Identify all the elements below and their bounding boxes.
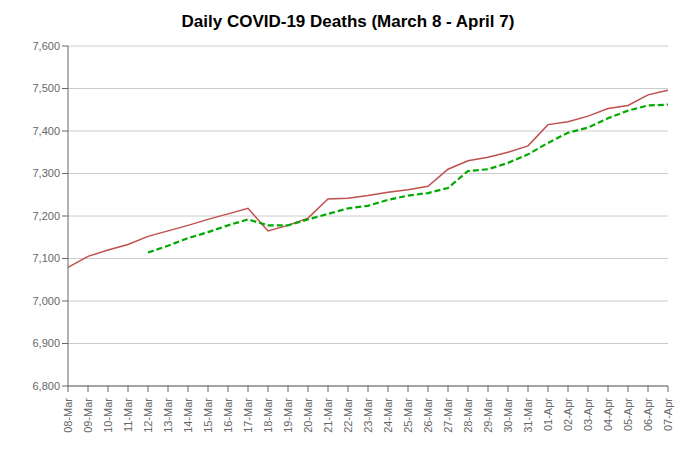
html-text:Daily COVID-19 Deaths (March 8: Daily COVID-19 Deaths (March 8 - April 7… [181, 12, 515, 31]
svg-text:10-Mar: 10-Mar [102, 398, 114, 433]
svg-text:19-Mar: 19-Mar [282, 398, 294, 433]
svg-text:7,300: 7,300 [32, 167, 60, 179]
svg-text:07-Apr: 07-Apr [662, 398, 674, 431]
svg-text:7,500: 7,500 [32, 82, 60, 94]
svg-text:7,200: 7,200 [32, 210, 60, 222]
svg-text:09-Mar: 09-Mar [82, 398, 94, 433]
svg-text:23-Mar: 23-Mar [362, 398, 374, 433]
svg-text:25-Mar: 25-Mar [402, 398, 414, 433]
svg-text:28-Mar: 28-Mar [462, 398, 474, 433]
svg-text:08-Mar: 08-Mar [62, 398, 74, 433]
svg-text:24-Mar: 24-Mar [382, 398, 394, 433]
svg-text:15-Mar: 15-Mar [202, 398, 214, 433]
svg-text:13-Mar: 13-Mar [162, 398, 174, 433]
svg-text:17-Mar: 17-Mar [242, 398, 254, 433]
svg-text:06-Apr: 06-Apr [642, 398, 654, 431]
svg-text:01-Apr: 01-Apr [542, 398, 554, 431]
svg-text:29-Mar: 29-Mar [482, 398, 494, 433]
svg-text:02-Apr: 02-Apr [562, 398, 574, 431]
svg-text:7,000: 7,000 [32, 295, 60, 307]
svg-text:20-Mar: 20-Mar [302, 398, 314, 433]
svg-text:27-Mar: 27-Mar [442, 398, 454, 433]
svg-text:21-Mar: 21-Mar [322, 398, 334, 433]
svg-text:6,800: 6,800 [32, 380, 60, 392]
svg-text:05-Apr: 05-Apr [622, 398, 634, 431]
svg-text:6,900: 6,900 [32, 337, 60, 349]
svg-text:31-Mar: 31-Mar [522, 398, 534, 433]
svg-text:18-Mar: 18-Mar [262, 398, 274, 433]
svg-text:30-Mar: 30-Mar [502, 398, 514, 433]
svg-text:04-Apr: 04-Apr [602, 398, 614, 431]
svg-text:16-Mar: 16-Mar [222, 398, 234, 433]
svg-text:14-Mar: 14-Mar [182, 398, 194, 433]
svg-text:12-Mar: 12-Mar [142, 398, 154, 433]
svg-text:26-Mar: 26-Mar [422, 398, 434, 433]
svg-text:7,600: 7,600 [32, 40, 60, 52]
svg-text:03-Apr: 03-Apr [582, 398, 594, 431]
svg-text:7,100: 7,100 [32, 252, 60, 264]
svg-text:7,400: 7,400 [32, 125, 60, 137]
svg-text:11-Mar: 11-Mar [122, 398, 134, 432]
svg-text:22-Mar: 22-Mar [342, 398, 354, 433]
